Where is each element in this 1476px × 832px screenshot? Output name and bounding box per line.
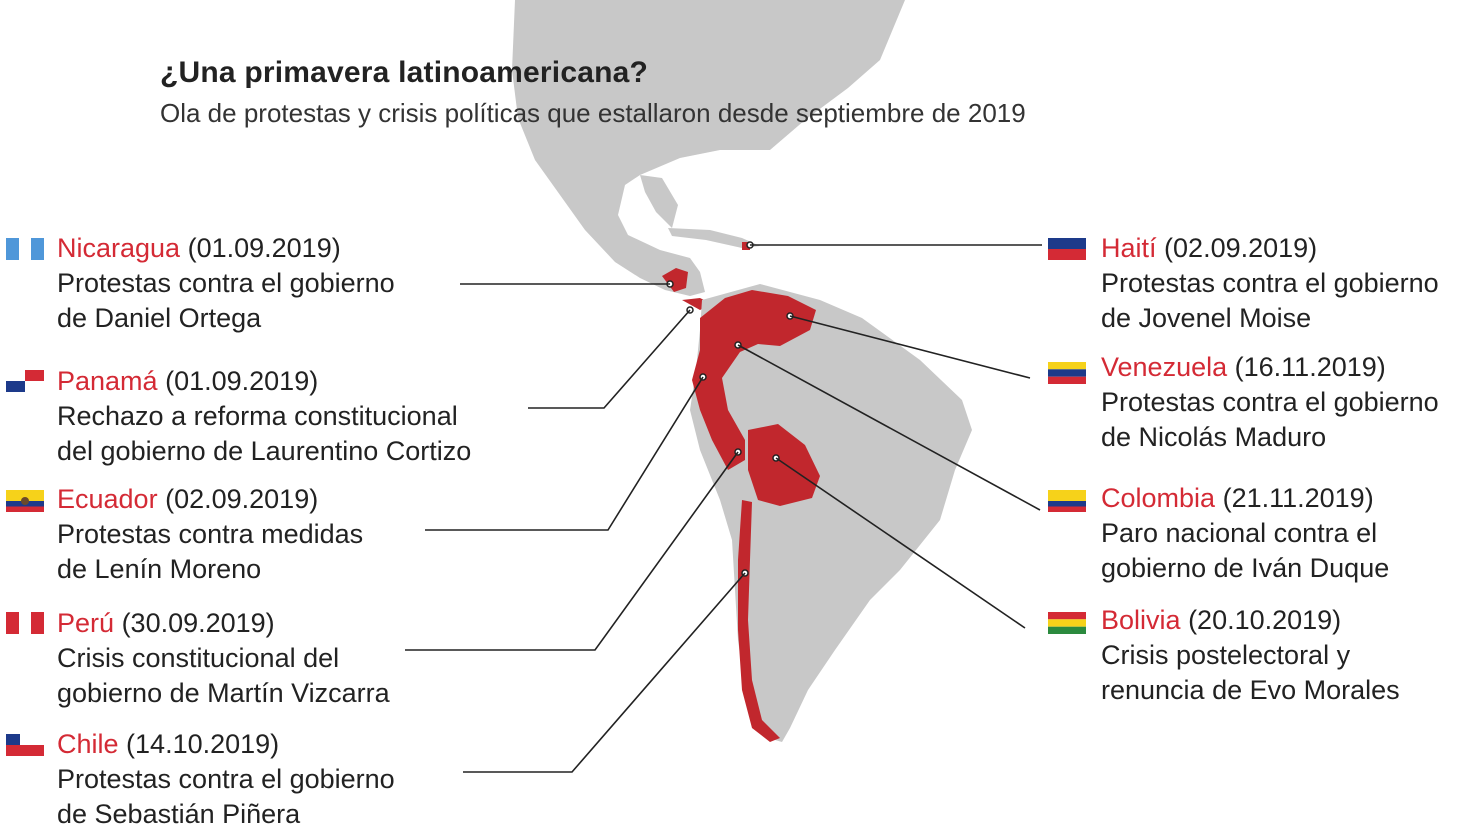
event-description: de Daniel Ortega (57, 303, 262, 333)
event-date: (21.11.2019) (1222, 483, 1374, 513)
haiti-flag-icon (1048, 238, 1086, 260)
chile-region (738, 500, 780, 742)
entry-bolivia: Bolivia (20.10.2019) Crisis postelectora… (1101, 603, 1400, 708)
entry-panama: Panamá (01.09.2019) Rechazo a reforma co… (57, 364, 471, 469)
event-date: (02.09.2019) (1164, 233, 1318, 263)
leader-ecuador (425, 376, 704, 531)
country-name: Panamá (57, 366, 158, 396)
peru-flag-icon (6, 612, 44, 634)
chile-flag-icon (6, 734, 44, 756)
event-description: de Jovenel Moise (1101, 303, 1312, 333)
leader-venezuela (789, 315, 1031, 379)
country-name: Perú (57, 608, 115, 638)
event-date: (20.10.2019) (1188, 605, 1342, 635)
ecuador-flag-icon (6, 490, 44, 512)
andes-north-region (692, 290, 816, 470)
country-name: Venezuela (1101, 352, 1228, 382)
guatemala-flag-icon (6, 238, 44, 260)
entry-haiti: Haití (02.09.2019) Protestas contra el g… (1101, 231, 1439, 336)
leader-colombia (737, 344, 1041, 511)
colombia-flag-icon (1048, 490, 1086, 512)
event-description: Protestas contra el gobierno (1101, 387, 1439, 417)
nicaragua-region (662, 268, 688, 292)
event-description: Crisis constitucional del (57, 643, 340, 673)
event-description: de Nicolás Maduro (1101, 422, 1327, 452)
event-description: Rechazo a reforma constitucional (57, 401, 458, 431)
event-description: Paro nacional contra el (1101, 518, 1378, 548)
event-description: de Lenín Moreno (57, 554, 262, 584)
leader-bolivia (775, 457, 1026, 629)
event-description: Protestas contra el gobierno (57, 764, 395, 794)
event-description: gobierno de Iván Duque (1101, 553, 1390, 583)
panama-flag-icon (6, 370, 44, 392)
event-description: gobierno de Martín Vizcarra (57, 678, 390, 708)
bolivia-flag-icon (1048, 612, 1086, 634)
country-name: Colombia (1101, 483, 1216, 513)
event-description: de Sebastián Piñera (57, 799, 301, 829)
event-date: (01.09.2019) (187, 233, 341, 263)
map-subtitle: Ola de protestas y crisis políticas que … (160, 98, 1026, 128)
north-america-landmass (512, 0, 905, 296)
entry-venezuela: Venezuela (16.11.2019) Protestas contra … (1101, 350, 1439, 455)
event-description: Protestas contra el gobierno (57, 268, 395, 298)
country-name: Chile (57, 729, 119, 759)
leader-peru (405, 451, 739, 651)
event-date: (02.09.2019) (165, 484, 319, 514)
country-name: Ecuador (57, 484, 158, 514)
country-name: Nicaragua (57, 233, 181, 263)
leader-panama (528, 309, 691, 409)
event-description: Crisis postelectoral y (1101, 640, 1351, 670)
entry-chile: Chile (14.10.2019) Protestas contra el g… (57, 727, 395, 832)
south-america-landmass (690, 284, 972, 742)
map-title: ¿Una primavera latinoamericana? (160, 56, 649, 89)
bolivia-region (748, 424, 820, 506)
venezuela-flag-icon (1048, 362, 1086, 384)
country-name: Haití (1101, 233, 1157, 263)
country-name: Bolivia (1101, 605, 1181, 635)
entry-colombia: Colombia (21.11.2019) Paro nacional cont… (1101, 481, 1389, 586)
event-description: Protestas contra el gobierno (1101, 268, 1439, 298)
event-description: Protestas contra medidas (57, 519, 364, 549)
event-description: del gobierno de Laurentino Cortizo (57, 436, 472, 466)
entry-peru: Perú (30.09.2019) Crisis constitucional … (57, 606, 390, 711)
event-date: (14.10.2019) (126, 729, 280, 759)
event-description: renuncia de Evo Morales (1101, 675, 1400, 705)
event-date: (30.09.2019) (121, 608, 275, 638)
leader-chile (463, 572, 746, 773)
event-date: (01.09.2019) (165, 366, 319, 396)
entry-ecuador: Ecuador (02.09.2019) Protestas contra me… (57, 482, 363, 587)
entry-nicaragua: Nicaragua (01.09.2019) Protestas contra … (57, 231, 395, 336)
event-date: (16.11.2019) (1234, 352, 1386, 382)
